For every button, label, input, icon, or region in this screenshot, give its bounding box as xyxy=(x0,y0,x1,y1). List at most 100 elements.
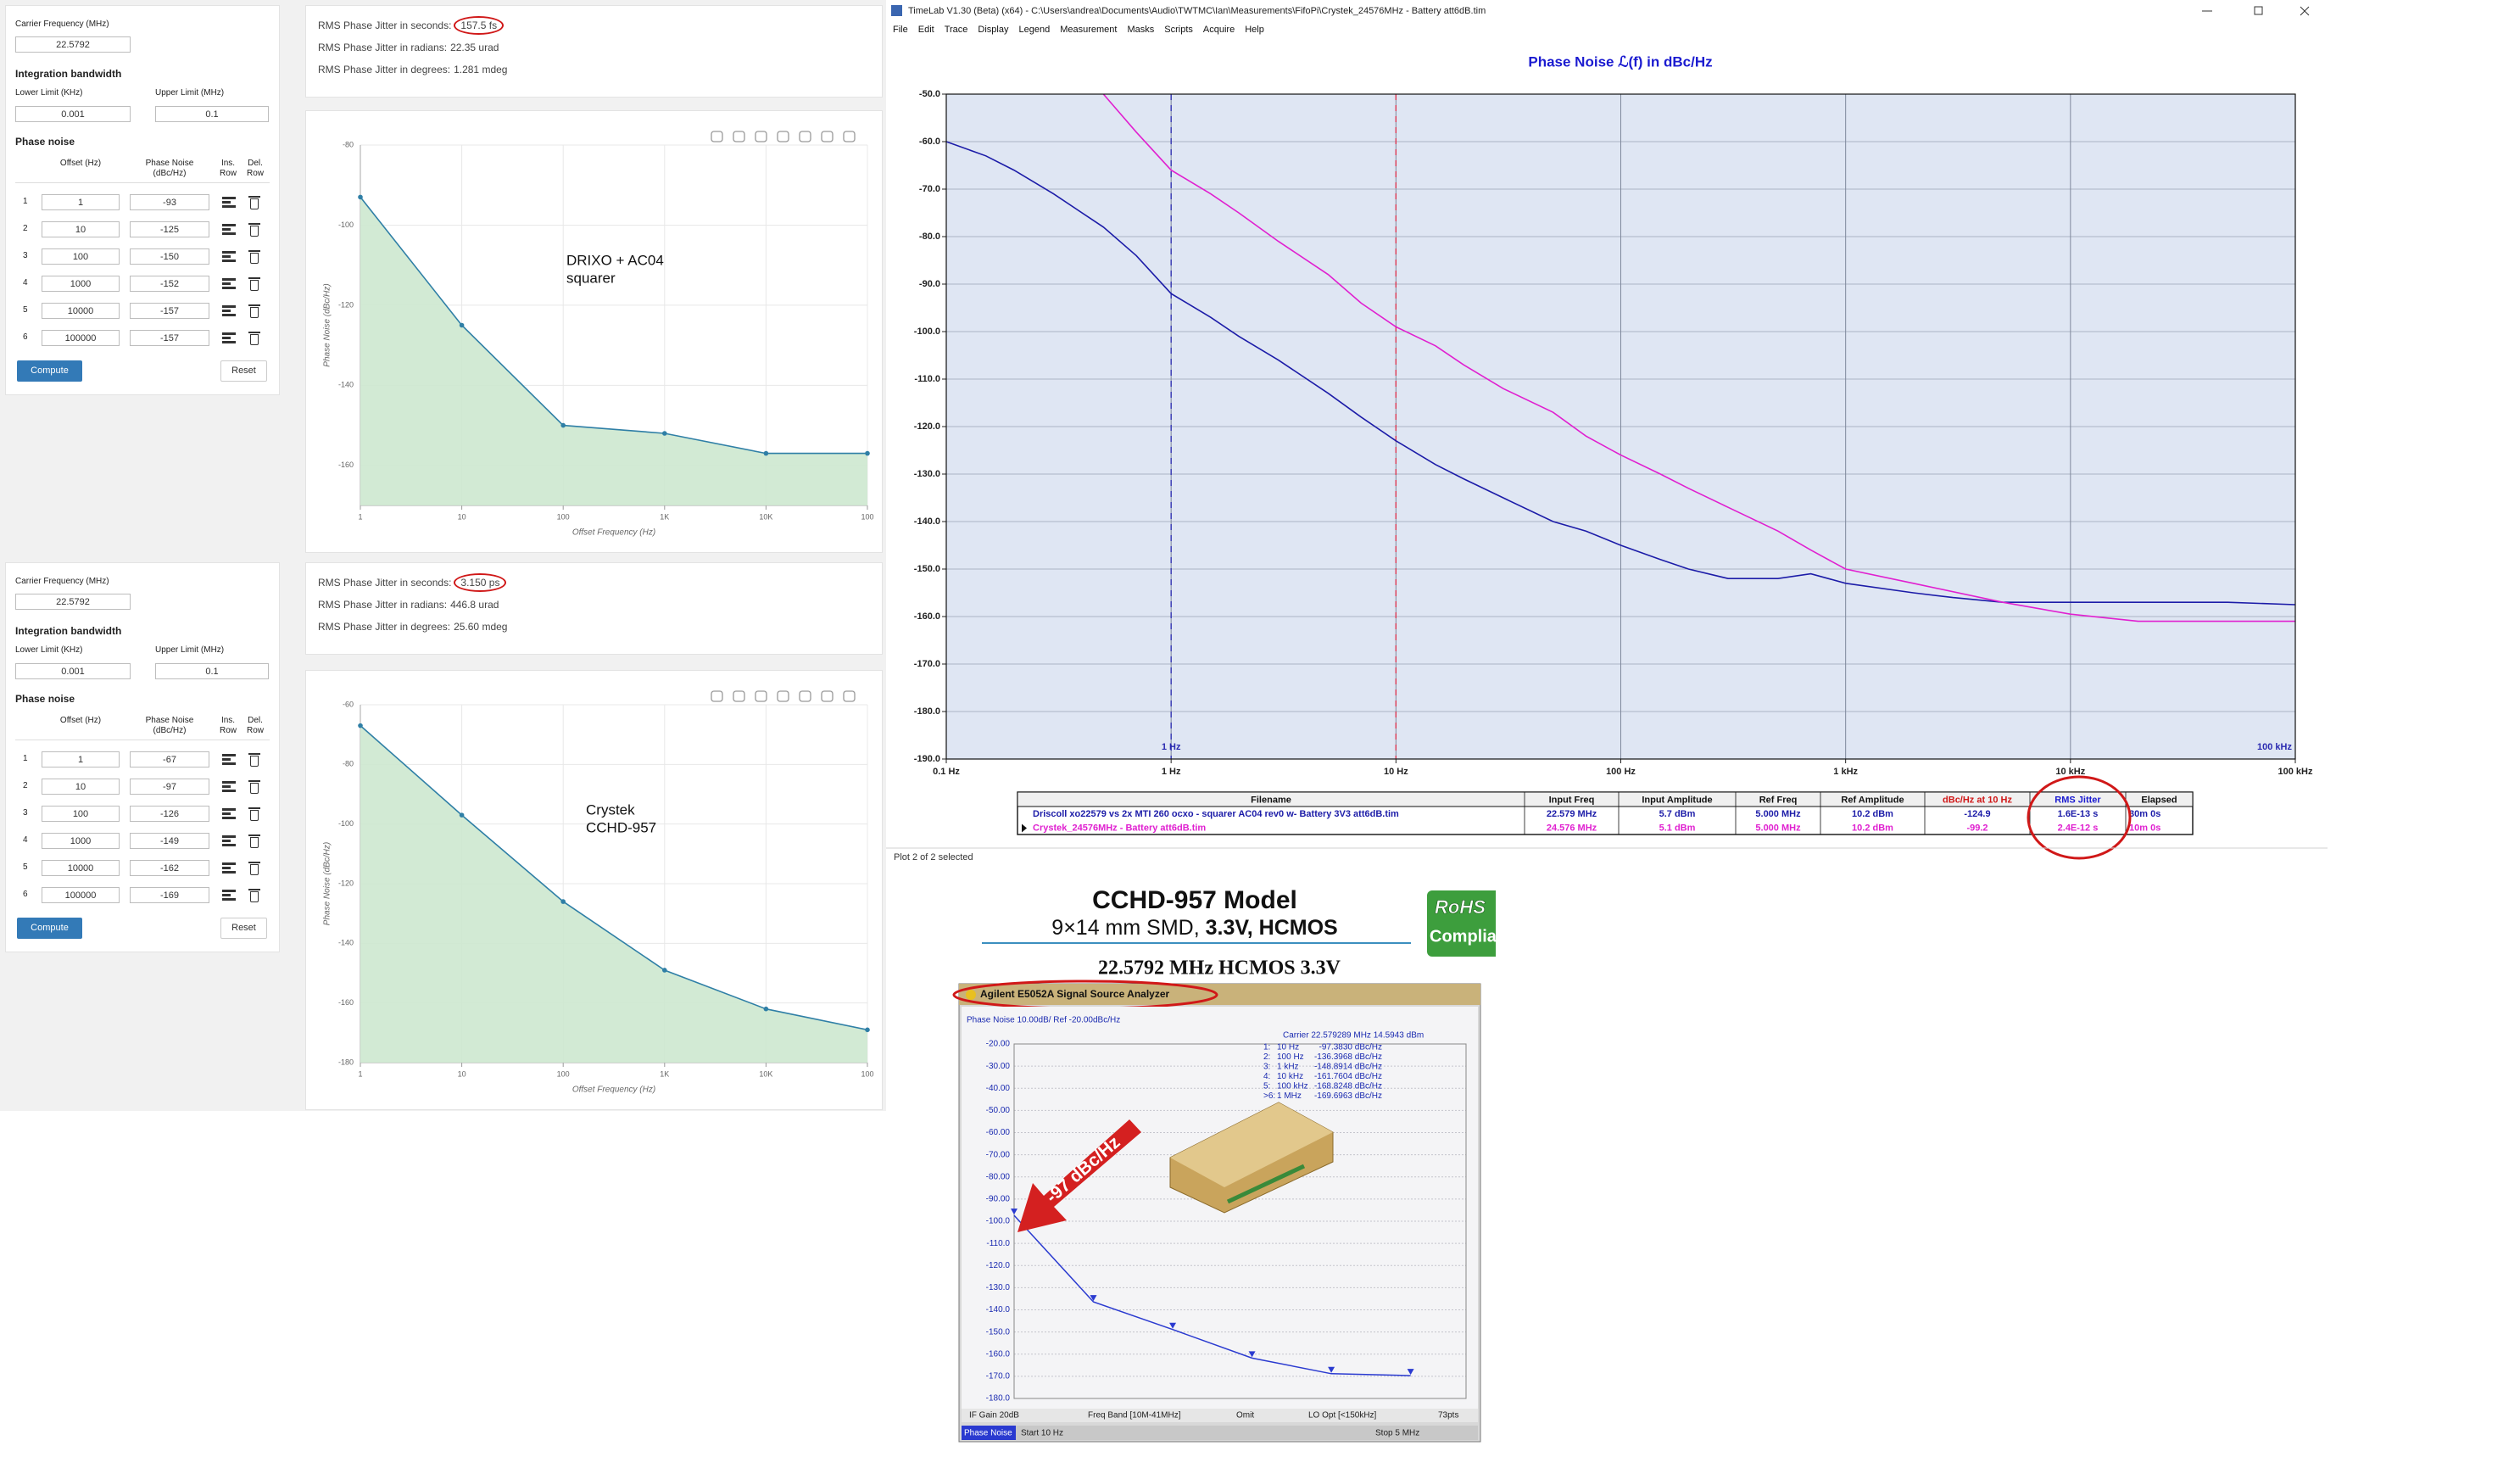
noise-input[interactable]: -157 xyxy=(130,303,209,319)
maximize-button[interactable] xyxy=(2254,6,2263,15)
legend-column: Ref Amplitude xyxy=(1841,795,1904,805)
offset-input[interactable]: 1000 xyxy=(42,276,120,292)
insert-row-button[interactable] xyxy=(222,224,236,236)
delete-icon-lid xyxy=(248,332,260,333)
offset-input[interactable]: 10000 xyxy=(42,303,120,319)
toolbar-icon[interactable] xyxy=(777,131,789,142)
insert-row-button[interactable] xyxy=(222,251,236,263)
lower-input[interactable]: 0.001 xyxy=(15,663,131,679)
plot-border xyxy=(1013,1043,1467,1399)
noise-input[interactable]: -157 xyxy=(130,330,209,346)
toolbar-icon[interactable] xyxy=(755,690,767,702)
menu-item[interactable]: Display xyxy=(978,25,1009,35)
upper-input[interactable]: 0.1 xyxy=(155,106,269,122)
insert-icon-bar xyxy=(222,754,236,756)
carrier-input[interactable]: 22.5792 xyxy=(15,594,131,610)
delete-row-button[interactable] xyxy=(248,196,260,209)
noise-input[interactable]: -150 xyxy=(130,248,209,265)
noise-input[interactable]: -67 xyxy=(130,751,209,767)
legend-cell: 1.6E-13 s xyxy=(2058,809,2099,819)
insert-row-button[interactable] xyxy=(222,781,236,793)
insert-row-button[interactable] xyxy=(222,332,236,344)
menu-item[interactable]: Scripts xyxy=(1164,25,1193,35)
offset-input[interactable]: 1 xyxy=(42,751,120,767)
menu-item[interactable]: Measurement xyxy=(1060,25,1117,35)
toolbar-icon[interactable] xyxy=(733,131,745,142)
x-tick-label: 10 xyxy=(458,1069,466,1078)
lower-input[interactable]: 0.001 xyxy=(15,106,131,122)
insert-row-button[interactable] xyxy=(222,278,236,290)
delete-row-button[interactable] xyxy=(248,807,260,821)
legend-filename[interactable]: Driscoll xo22579 vs 2x MTI 260 ocxo - sq… xyxy=(1033,809,1399,819)
toolbar-icon[interactable] xyxy=(799,131,811,142)
y-tick-label: -120.0 xyxy=(986,1261,1011,1270)
noise-input[interactable]: -149 xyxy=(130,833,209,849)
delete-row-button[interactable] xyxy=(248,753,260,767)
offset-input[interactable]: 100 xyxy=(42,806,120,822)
menu-item[interactable]: Trace xyxy=(945,25,968,35)
noise-input[interactable]: -152 xyxy=(130,276,209,292)
delete-row-button[interactable] xyxy=(248,332,260,345)
menu-item[interactable]: Legend xyxy=(1019,25,1051,35)
reset-button[interactable]: Reset xyxy=(220,360,267,382)
delete-row-button[interactable] xyxy=(248,780,260,794)
offset-input[interactable]: 10000 xyxy=(42,860,120,876)
toolbar-icon[interactable] xyxy=(711,131,723,142)
reset-button[interactable]: Reset xyxy=(220,918,267,939)
offset-input[interactable]: 10 xyxy=(42,779,120,795)
insert-row-button[interactable] xyxy=(222,862,236,874)
marker-point xyxy=(1328,1366,1335,1373)
carrier-input[interactable]: 22.5792 xyxy=(15,36,131,53)
noise-input[interactable]: -169 xyxy=(130,887,209,903)
menu-item[interactable]: Acquire xyxy=(1203,25,1235,35)
offset-input[interactable]: 100000 xyxy=(42,887,120,903)
noise-input[interactable]: -162 xyxy=(130,860,209,876)
delete-icon-bin xyxy=(250,837,259,848)
delete-row-button[interactable] xyxy=(248,862,260,875)
compute-button[interactable]: Compute xyxy=(17,918,82,939)
delete-icon-bin xyxy=(250,891,259,902)
insert-row-button[interactable] xyxy=(222,197,236,209)
compute-button[interactable]: Compute xyxy=(17,360,82,382)
toolbar-icon[interactable] xyxy=(711,690,723,702)
menu-item[interactable]: Masks xyxy=(1127,25,1154,35)
insert-row-button[interactable] xyxy=(222,808,236,820)
toolbar-icon[interactable] xyxy=(733,690,745,702)
result-value: 446.8 urad xyxy=(450,599,499,611)
noise-input[interactable]: -125 xyxy=(130,221,209,237)
delete-row-button[interactable] xyxy=(248,250,260,264)
close-button[interactable] xyxy=(2300,6,2310,16)
noise-input[interactable]: -93 xyxy=(130,194,209,210)
toolbar-icon[interactable] xyxy=(755,131,767,142)
point xyxy=(358,723,363,728)
delete-row-button[interactable] xyxy=(248,834,260,848)
toolbar-icon[interactable] xyxy=(799,690,811,702)
offset-input[interactable]: 1000 xyxy=(42,833,120,849)
toolbar-icon[interactable] xyxy=(821,690,833,702)
insert-row-button[interactable] xyxy=(222,835,236,847)
toolbar-icon[interactable] xyxy=(843,131,856,142)
offset-input[interactable]: 10 xyxy=(42,221,120,237)
toolbar-icon[interactable] xyxy=(777,690,789,702)
insert-row-button[interactable] xyxy=(222,890,236,901)
noise-input[interactable]: -97 xyxy=(130,779,209,795)
toolbar-icon[interactable] xyxy=(843,690,856,702)
delete-row-button[interactable] xyxy=(248,304,260,318)
upper-input[interactable]: 0.1 xyxy=(155,663,269,679)
legend-column: dBc/Hz at 10 Hz xyxy=(1943,795,2012,805)
toolbar-icon[interactable] xyxy=(821,131,833,142)
y-axis-label: Phase Noise (dBc/Hz) xyxy=(323,283,332,366)
delete-row-button[interactable] xyxy=(248,889,260,902)
delete-row-button[interactable] xyxy=(248,277,260,291)
offset-input[interactable]: 1 xyxy=(42,194,120,210)
noise-input[interactable]: -126 xyxy=(130,806,209,822)
delete-row-button[interactable] xyxy=(248,223,260,237)
menu-item[interactable]: Help xyxy=(1245,25,1264,35)
offset-input[interactable]: 100000 xyxy=(42,330,120,346)
offset-input[interactable]: 100 xyxy=(42,248,120,265)
insert-row-button[interactable] xyxy=(222,754,236,766)
insert-row-button[interactable] xyxy=(222,305,236,317)
legend-filename[interactable]: Crystek_24576MHz - Battery att6dB.tim xyxy=(1033,823,1206,833)
menu-item[interactable]: Edit xyxy=(918,25,934,35)
menu-item[interactable]: File xyxy=(893,25,908,35)
